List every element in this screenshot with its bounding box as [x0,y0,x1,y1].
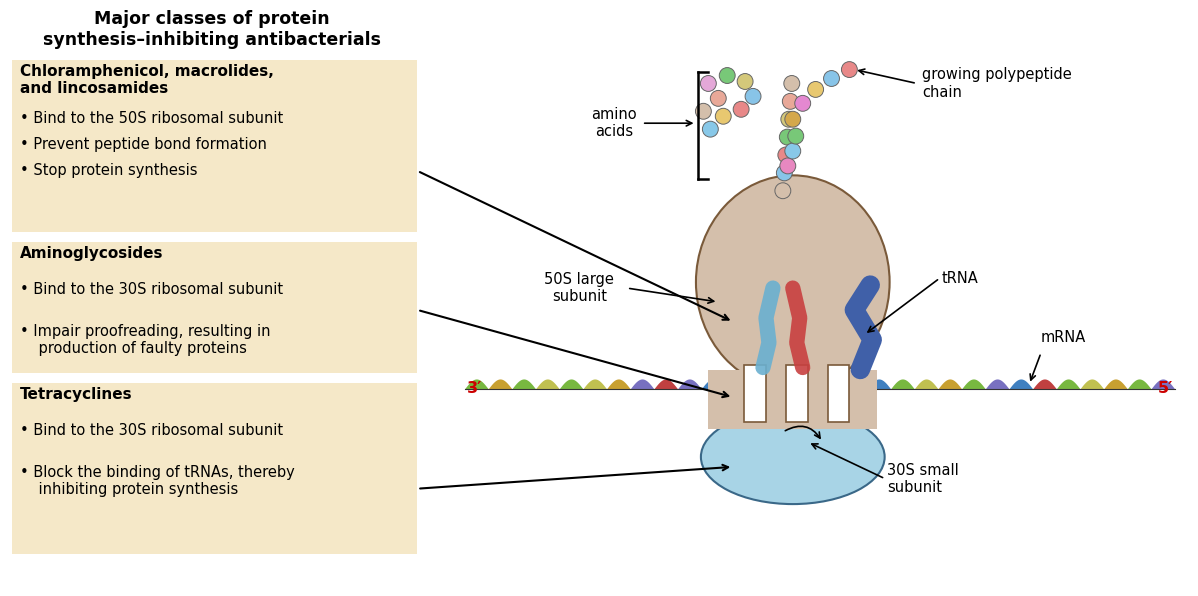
Circle shape [782,94,798,109]
Circle shape [794,95,811,111]
Text: Tetracyclines: Tetracyclines [20,387,133,402]
Circle shape [775,183,791,198]
Polygon shape [536,380,559,389]
Circle shape [841,61,858,77]
Polygon shape [1057,380,1081,389]
Text: • Prevent peptide bond formation: • Prevent peptide bond formation [20,137,267,152]
Text: • Stop protein synthesis: • Stop protein synthesis [20,163,198,178]
Polygon shape [465,380,489,389]
Ellipse shape [696,175,890,389]
Polygon shape [843,380,867,389]
Text: • Impair proofreading, resulting in
    production of faulty proteins: • Impair proofreading, resulting in prod… [20,324,271,356]
Polygon shape [938,380,962,389]
Text: 3′: 3′ [467,381,483,396]
Text: tRNA: tRNA [942,271,979,285]
Circle shape [778,147,794,163]
Circle shape [715,108,731,124]
Polygon shape [1151,380,1175,389]
Circle shape [733,101,749,117]
Bar [708,370,877,429]
Polygon shape [513,380,536,389]
Polygon shape [630,380,654,389]
Circle shape [696,103,712,119]
Polygon shape [678,380,702,389]
Polygon shape [654,380,678,389]
Circle shape [807,82,823,97]
Text: 5′: 5′ [1157,381,1173,396]
Circle shape [785,143,800,159]
Circle shape [701,76,716,91]
Circle shape [702,121,719,137]
Polygon shape [867,380,891,389]
Circle shape [783,76,800,91]
Text: 30S small
subunit: 30S small subunit [888,462,958,495]
Polygon shape [559,380,583,389]
Polygon shape [1081,380,1105,389]
Text: amino
acids: amino acids [591,107,637,139]
Polygon shape [891,380,915,389]
Text: mRNA: mRNA [1041,330,1087,345]
Bar [786,365,807,422]
Circle shape [788,128,804,144]
Circle shape [745,88,761,104]
Circle shape [710,91,726,106]
Text: • Bind to the 30S ribosomal subunit: • Bind to the 30S ribosomal subunit [20,423,283,438]
Polygon shape [702,380,726,389]
Polygon shape [797,380,821,389]
Polygon shape [773,380,797,389]
Text: • Block the binding of tRNAs, thereby
    inhibiting protein synthesis: • Block the binding of tRNAs, thereby in… [20,465,295,497]
Text: Aminoglycosides: Aminoglycosides [20,246,164,262]
Polygon shape [607,380,630,389]
Polygon shape [821,380,843,389]
Polygon shape [986,380,1010,389]
Polygon shape [583,380,607,389]
Polygon shape [489,380,513,389]
Bar [828,365,849,422]
Polygon shape [1033,380,1057,389]
Polygon shape [1105,380,1127,389]
Circle shape [737,73,754,89]
Text: 50S large
subunit: 50S large subunit [544,272,615,305]
Polygon shape [962,380,986,389]
Polygon shape [726,380,749,389]
Bar [12,60,417,232]
Ellipse shape [701,409,884,504]
Circle shape [780,158,795,174]
Text: • Bind to the 50S ribosomal subunit: • Bind to the 50S ribosomal subunit [20,111,283,126]
Circle shape [776,165,792,181]
Text: • Bind to the 30S ribosomal subunit: • Bind to the 30S ribosomal subunit [20,282,283,297]
Bar [744,365,766,422]
Polygon shape [1127,380,1151,389]
Text: growing polypeptide
chain: growing polypeptide chain [922,67,1072,100]
Bar [12,383,417,554]
Circle shape [719,67,736,83]
Polygon shape [1010,380,1033,389]
Circle shape [781,111,797,127]
Circle shape [785,111,800,127]
Bar [12,243,417,374]
Polygon shape [915,380,938,389]
Text: Major classes of protein
synthesis–inhibiting antibacterials: Major classes of protein synthesis–inhib… [43,10,381,49]
Text: Chloramphenicol, macrolides,
and lincosamides: Chloramphenicol, macrolides, and lincosa… [20,64,274,96]
Circle shape [823,70,840,86]
Polygon shape [749,380,773,389]
Circle shape [780,129,795,145]
